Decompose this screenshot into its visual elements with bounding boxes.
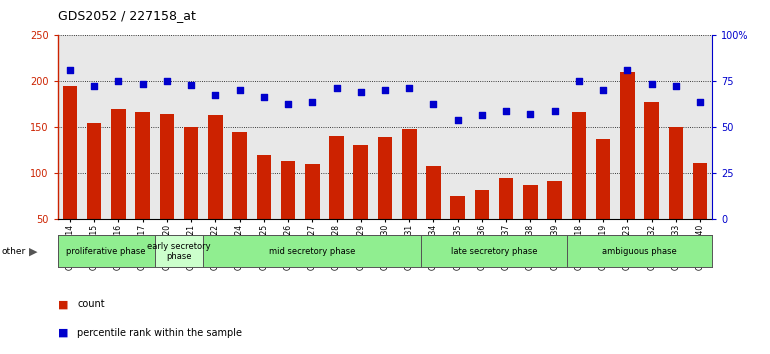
Point [694, 99, 706, 104]
Bar [208, 115, 223, 219]
Text: ambiguous phase: ambiguous phase [602, 247, 677, 256]
Point [258, 94, 270, 100]
Bar [233, 132, 247, 219]
Text: late secretory phase: late secretory phase [450, 247, 537, 256]
Bar [571, 112, 586, 219]
Point [64, 68, 76, 73]
Point [330, 85, 343, 91]
Bar [330, 136, 343, 219]
Text: other: other [2, 247, 25, 256]
Bar [87, 123, 102, 219]
Bar [305, 164, 320, 219]
Bar [499, 178, 514, 219]
Point [379, 87, 391, 92]
Text: ■: ■ [58, 299, 69, 309]
Bar [256, 155, 271, 219]
Point [233, 87, 246, 92]
Point [573, 79, 585, 84]
Bar [427, 166, 440, 219]
Bar [474, 190, 489, 219]
FancyBboxPatch shape [421, 235, 567, 267]
Text: early secretory
phase: early secretory phase [147, 242, 211, 261]
Bar [111, 109, 126, 219]
Text: GDS2052 / 227158_at: GDS2052 / 227158_at [58, 9, 196, 22]
Text: ▶: ▶ [29, 246, 38, 256]
Point [451, 117, 464, 123]
Point [524, 111, 537, 116]
Bar [693, 163, 708, 219]
Text: proliferative phase: proliferative phase [66, 247, 146, 256]
Bar [523, 184, 537, 219]
Point [597, 87, 609, 92]
Point [112, 79, 125, 84]
Bar [281, 161, 296, 219]
Bar [136, 112, 150, 219]
Point [500, 108, 512, 114]
Bar [402, 129, 417, 219]
Bar [159, 114, 174, 219]
FancyBboxPatch shape [203, 235, 421, 267]
Text: ■: ■ [58, 328, 69, 338]
Bar [596, 139, 611, 219]
Point [548, 108, 561, 114]
Point [282, 102, 294, 107]
Point [427, 102, 440, 107]
Point [645, 81, 658, 87]
Point [136, 81, 149, 87]
Bar [378, 137, 392, 219]
Text: count: count [77, 299, 105, 309]
Bar [547, 181, 562, 219]
Point [403, 85, 415, 91]
Text: mid secretory phase: mid secretory phase [269, 247, 356, 256]
Bar [668, 127, 683, 219]
FancyBboxPatch shape [567, 235, 712, 267]
FancyBboxPatch shape [58, 235, 155, 267]
Text: percentile rank within the sample: percentile rank within the sample [77, 328, 242, 338]
Point [161, 79, 173, 84]
Bar [184, 127, 199, 219]
Point [621, 68, 634, 73]
Point [670, 83, 682, 89]
FancyBboxPatch shape [155, 235, 203, 267]
Point [88, 83, 100, 89]
Point [355, 90, 367, 95]
Bar [644, 102, 659, 219]
Bar [62, 86, 77, 219]
Bar [620, 72, 634, 219]
Bar [353, 145, 368, 219]
Point [306, 99, 319, 104]
Point [185, 82, 197, 88]
Bar [450, 196, 465, 219]
Point [476, 113, 488, 118]
Point [209, 92, 222, 98]
